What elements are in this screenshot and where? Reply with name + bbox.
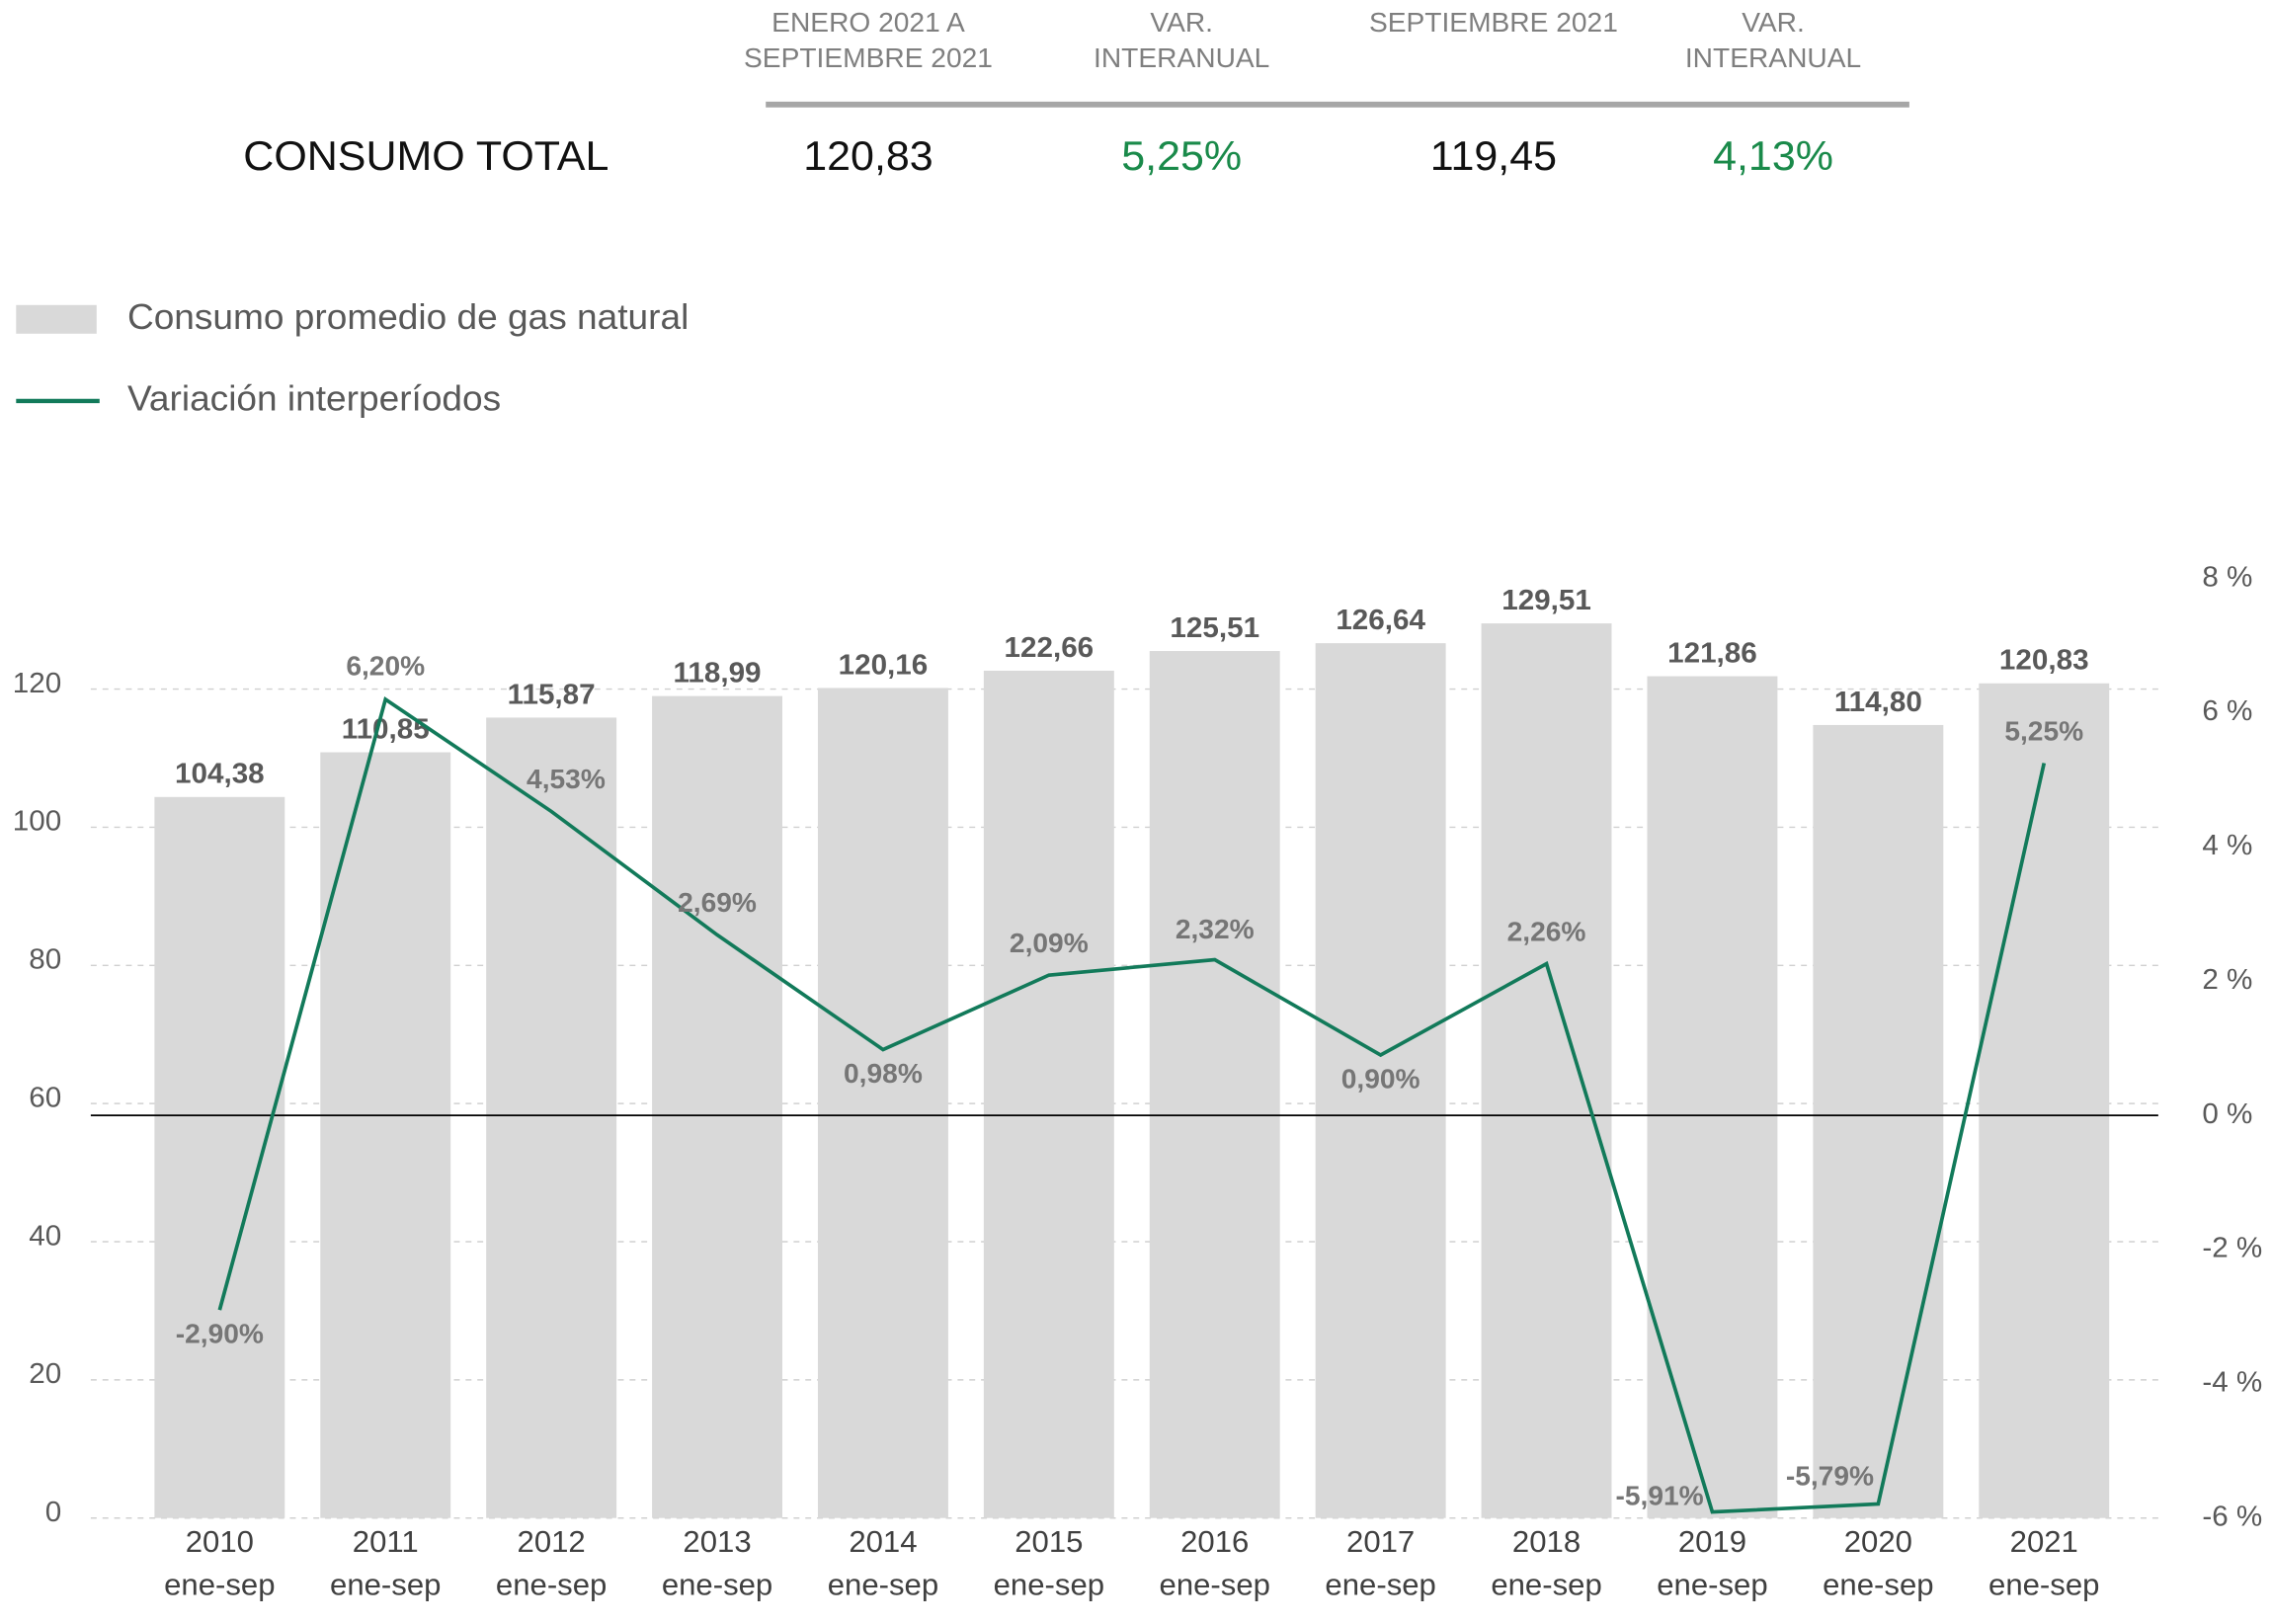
bar-value-label: 104,38: [175, 758, 265, 790]
x-tick-label: 2014: [849, 1524, 917, 1559]
bar-value-label: 114,80: [1834, 686, 1922, 718]
x-tick-label: ene-sep: [1823, 1568, 1933, 1602]
bar-value-label: 125,51: [1170, 611, 1259, 644]
bar-value-label: 129,51: [1501, 584, 1591, 616]
x-tick-label: ene-sep: [1491, 1568, 1601, 1602]
x-tick-label: ene-sep: [330, 1568, 441, 1602]
bar: [983, 670, 1114, 1518]
x-tick-label: 2017: [1346, 1524, 1415, 1559]
table-header: SEPTIEMBRE 2021: [744, 42, 993, 73]
table-header: INTERANUAL: [1685, 42, 1861, 73]
x-tick-label: ene-sep: [164, 1568, 275, 1602]
y-tick-label: 100: [13, 805, 61, 838]
table-cell: 4,13%: [1713, 133, 1833, 179]
line-value-label: -2,90%: [176, 1319, 264, 1349]
line-value-label: 0,90%: [1341, 1064, 1420, 1095]
y-tick-label: 20: [29, 1357, 61, 1390]
row-label: CONSUMO TOTAL: [243, 133, 608, 179]
x-tick-label: 2012: [518, 1524, 586, 1559]
bar: [1813, 724, 1944, 1518]
x-tick-label: ene-sep: [1657, 1568, 1767, 1602]
line-value-label: 4,53%: [527, 765, 606, 795]
x-tick-label: 2011: [353, 1524, 419, 1559]
x-tick-label: 2018: [1512, 1524, 1581, 1559]
table-cell: 120,83: [803, 133, 933, 179]
bar-value-label: 110,85: [342, 713, 430, 746]
y2-tick-label: 6 %: [2202, 695, 2252, 728]
line-value-label: 2,69%: [678, 888, 757, 919]
table-header: VAR.: [1150, 7, 1213, 38]
bar: [1647, 676, 1778, 1518]
table-header: VAR.: [1742, 7, 1805, 38]
bar-value-label: 120,83: [1999, 644, 2089, 677]
x-tick-label: ene-sep: [828, 1568, 938, 1602]
line-value-label: 0,98%: [844, 1058, 923, 1089]
x-tick-label: ene-sep: [662, 1568, 772, 1602]
y2-tick-label: -4 %: [2202, 1366, 2262, 1399]
x-tick-label: ene-sep: [1160, 1568, 1270, 1602]
y2-tick-label: 4 %: [2202, 829, 2252, 861]
y-tick-label: 120: [13, 667, 61, 699]
line-value-label: 5,25%: [2004, 716, 2083, 747]
y2-tick-label: -2 %: [2202, 1232, 2262, 1264]
bar-value-label: 121,86: [1667, 637, 1757, 670]
line-value-label: 6,20%: [346, 651, 425, 682]
bar: [320, 752, 451, 1518]
y2-tick-label: 8 %: [2202, 561, 2252, 594]
y2-tick-label: -6 %: [2202, 1501, 2262, 1533]
bar: [154, 796, 285, 1518]
table-cell: 119,45: [1430, 133, 1557, 179]
bar: [817, 688, 948, 1518]
x-tick-label: 2021: [2010, 1524, 2078, 1559]
bar-value-label: 120,16: [839, 649, 929, 682]
x-tick-label: ene-sep: [994, 1568, 1104, 1602]
table-cell: 5,25%: [1121, 133, 1242, 179]
legend-label: Variación interperíodos: [127, 378, 501, 419]
bar-value-label: 118,99: [674, 657, 762, 690]
line-value-label: -5,91%: [1615, 1481, 1703, 1511]
bar: [486, 717, 617, 1518]
x-tick-label: 2013: [683, 1524, 751, 1559]
x-tick-label: 2020: [1844, 1524, 1912, 1559]
table-header: INTERANUAL: [1094, 42, 1269, 73]
line-value-label: 2,26%: [1507, 917, 1586, 947]
x-tick-label: ene-sep: [1988, 1568, 2099, 1602]
table-header: SEPTIEMBRE 2021: [1369, 7, 1618, 38]
line-value-label: 2,09%: [1010, 928, 1089, 958]
bar: [652, 695, 783, 1518]
bar: [1149, 651, 1280, 1518]
line-value-label: -5,79%: [1786, 1461, 1874, 1492]
bar-value-label: 122,66: [1005, 631, 1095, 664]
line-value-label: 2,32%: [1176, 914, 1255, 944]
bar: [1481, 623, 1612, 1518]
y2-tick-label: 2 %: [2202, 963, 2252, 996]
y2-tick-label: 0 %: [2202, 1097, 2252, 1130]
x-tick-label: ene-sep: [1325, 1568, 1435, 1602]
legend-label: Consumo promedio de gas natural: [127, 296, 689, 337]
x-tick-label: 2010: [186, 1524, 254, 1559]
x-tick-label: 2015: [1014, 1524, 1083, 1559]
y-tick-label: 80: [29, 943, 61, 976]
line: [217, 696, 2047, 1514]
bar-value-label: 115,87: [508, 679, 596, 711]
x-tick-label: ene-sep: [496, 1568, 607, 1602]
legend-swatch: [16, 304, 97, 334]
bar-value-label: 126,64: [1336, 604, 1425, 636]
x-tick-label: 2019: [1678, 1524, 1746, 1559]
y-tick-label: 60: [29, 1082, 61, 1114]
bar: [1979, 683, 2110, 1518]
table-header: ENERO 2021 A: [771, 7, 965, 38]
y-tick-label: 0: [45, 1496, 61, 1528]
bar: [1315, 643, 1446, 1518]
x-tick-label: 2016: [1180, 1524, 1249, 1559]
y-tick-label: 40: [29, 1220, 61, 1253]
